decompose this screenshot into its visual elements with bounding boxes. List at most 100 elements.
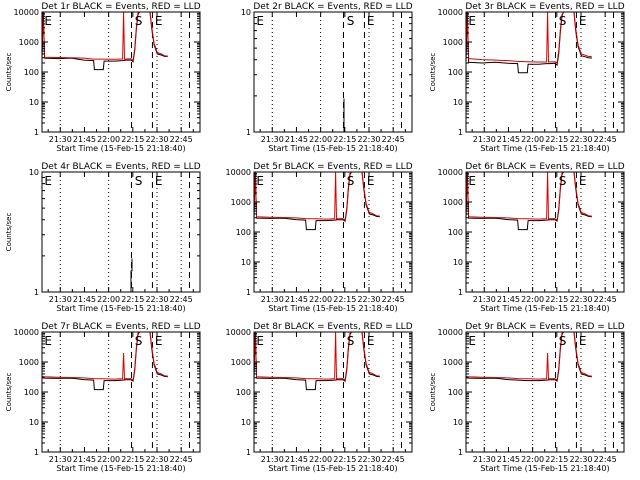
series-lld xyxy=(466,12,592,64)
event-marker-s: S xyxy=(135,174,143,188)
event-marker-s: S xyxy=(559,334,567,348)
event-marker-e: E xyxy=(468,174,476,188)
y-tick-label: 100 xyxy=(448,68,463,77)
x-tick-label: 21:30 xyxy=(261,455,284,464)
y-tick-label: 10000 xyxy=(438,8,463,17)
x-tick-label: 22:45 xyxy=(594,135,617,144)
y-tick-label: 1 xyxy=(34,448,39,457)
event-marker-s: S xyxy=(347,174,355,188)
y-tick-label: 1 xyxy=(34,128,39,137)
event-marker-e: E xyxy=(468,334,476,348)
x-tick-label: 22:00 xyxy=(97,135,120,144)
x-axis-label: Start Time (15-Feb-15 21:18:40) xyxy=(480,464,609,473)
y-tick-label: 1 xyxy=(458,288,463,297)
y-tick-label: 10000 xyxy=(438,328,463,337)
event-marker-e: E xyxy=(468,14,476,28)
x-tick-label: 21:30 xyxy=(261,135,284,144)
y-tick-label: 1000 xyxy=(443,38,463,47)
x-tick-label: 22:00 xyxy=(97,455,120,464)
y-axis-label: Counts/sec xyxy=(5,213,13,252)
x-tick-label: 22:15 xyxy=(121,135,144,144)
event-marker-s: S xyxy=(347,14,355,28)
y-tick-label: 10 xyxy=(29,418,39,427)
y-axis-label: Counts/sec xyxy=(429,53,437,92)
x-tick-label: 22:30 xyxy=(357,135,380,144)
x-tick-label: 22:45 xyxy=(170,455,193,464)
y-tick-label: 100 xyxy=(236,228,251,237)
x-tick-label: 22:00 xyxy=(521,295,544,304)
x-axis-label: Start Time (15-Feb-15 21:18:40) xyxy=(56,464,185,473)
event-marker-e: E xyxy=(44,14,52,28)
panel-title: Det 8r BLACK = Events, RED = LLD xyxy=(253,322,412,332)
y-tick-label: 1 xyxy=(34,288,39,297)
x-tick-label: 22:45 xyxy=(594,455,617,464)
x-tick-label: 22:15 xyxy=(545,455,568,464)
x-tick-label: 22:15 xyxy=(121,295,144,304)
x-tick-label: 22:15 xyxy=(545,295,568,304)
x-tick-label: 22:15 xyxy=(333,455,356,464)
y-tick-label: 1000 xyxy=(443,198,463,207)
x-axis-label: Start Time (15-Feb-15 21:18:40) xyxy=(480,304,609,313)
x-tick-label: 21:45 xyxy=(285,135,308,144)
x-tick-label: 21:45 xyxy=(285,455,308,464)
event-marker-e: E xyxy=(44,334,52,348)
event-marker-s: S xyxy=(135,334,143,348)
y-tick-label: 10 xyxy=(453,98,463,107)
x-tick-label: 22:30 xyxy=(569,295,592,304)
x-tick-label: 22:00 xyxy=(521,455,544,464)
panel-title: Det 2r BLACK = Events, RED = LLD xyxy=(253,2,412,12)
event-marker-e: E xyxy=(367,174,375,188)
x-tick-label: 22:15 xyxy=(545,135,568,144)
panel-title: Det 1r BLACK = Events, RED = LLD xyxy=(41,2,200,12)
y-tick-label: 10000 xyxy=(14,328,39,337)
event-marker-e: E xyxy=(579,174,587,188)
event-marker-s: S xyxy=(347,334,355,348)
y-tick-label: 10 xyxy=(241,418,251,427)
y-tick-label: 1 xyxy=(458,128,463,137)
y-tick-label: 10000 xyxy=(226,328,251,337)
y-tick-label: 10000 xyxy=(14,8,39,17)
event-marker-e: E xyxy=(256,174,264,188)
y-tick-label: 100 xyxy=(24,388,39,397)
series-group xyxy=(466,12,592,74)
x-tick-label: 22:00 xyxy=(521,135,544,144)
y-tick-label: 1000 xyxy=(19,358,39,367)
panel-title: Det 6r BLACK = Events, RED = LLD xyxy=(465,162,624,172)
x-tick-label: 21:30 xyxy=(49,135,72,144)
event-marker-e: E xyxy=(155,174,163,188)
series-group xyxy=(130,258,133,292)
event-marker-e: E xyxy=(367,334,375,348)
x-tick-label: 21:45 xyxy=(73,135,96,144)
x-tick-label: 22:45 xyxy=(382,455,405,464)
x-axis-label: Start Time (15-Feb-15 21:18:40) xyxy=(268,304,397,313)
y-tick-label: 100 xyxy=(448,228,463,237)
series-lld xyxy=(466,332,592,381)
x-tick-label: 22:45 xyxy=(170,295,193,304)
y-tick-label: 10 xyxy=(241,258,251,267)
series-group xyxy=(254,332,380,391)
panel-title: Det 5r BLACK = Events, RED = LLD xyxy=(253,162,412,172)
x-tick-label: 21:45 xyxy=(73,455,96,464)
y-tick-label: 10 xyxy=(453,258,463,267)
x-tick-label: 22:30 xyxy=(145,295,168,304)
y-tick-label: 1000 xyxy=(443,358,463,367)
x-tick-label: 21:30 xyxy=(49,455,72,464)
x-tick-label: 22:15 xyxy=(333,135,356,144)
series-group xyxy=(254,172,380,231)
x-tick-label: 21:45 xyxy=(285,295,308,304)
y-tick-label: 10 xyxy=(29,98,39,107)
y-tick-label: 10000 xyxy=(226,168,251,177)
x-tick-label: 22:00 xyxy=(97,295,120,304)
y-tick-label: 100 xyxy=(24,68,39,77)
y-tick-label: 10000 xyxy=(438,168,463,177)
y-tick-label: 1000 xyxy=(19,38,39,47)
x-tick-label: 22:30 xyxy=(569,135,592,144)
event-marker-e: E xyxy=(44,174,52,188)
x-axis-label: Start Time (15-Feb-15 21:18:40) xyxy=(480,144,609,153)
y-tick-label: 10 xyxy=(29,168,39,177)
